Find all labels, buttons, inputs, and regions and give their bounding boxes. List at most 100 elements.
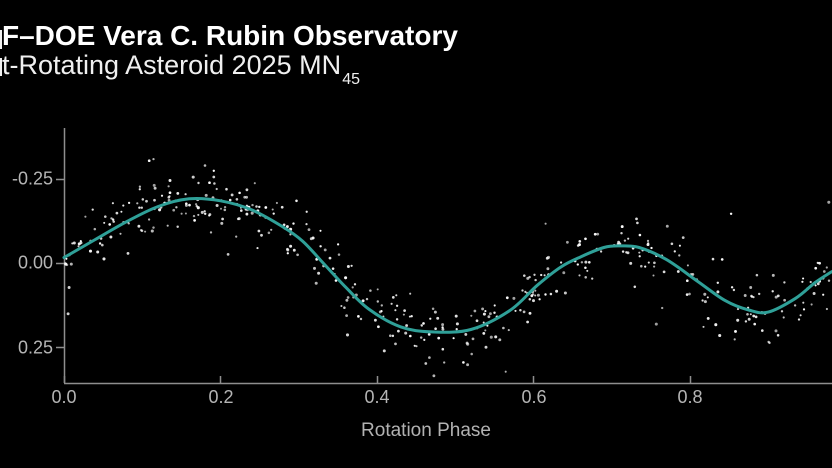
data-point bbox=[783, 298, 786, 302]
data-point bbox=[226, 253, 230, 256]
data-point bbox=[466, 363, 470, 367]
data-point bbox=[213, 182, 216, 185]
data-point bbox=[285, 225, 289, 229]
data-point bbox=[563, 291, 567, 295]
figure-subtitle-text: t-Rotating Asteroid 2025 MN bbox=[2, 50, 342, 80]
data-point bbox=[72, 241, 76, 245]
data-point bbox=[644, 265, 647, 268]
data-point bbox=[192, 214, 196, 218]
data-point bbox=[376, 288, 379, 291]
data-point bbox=[127, 222, 130, 225]
fit-curve-line bbox=[62, 196, 832, 334]
data-point bbox=[120, 210, 123, 213]
data-point bbox=[119, 232, 122, 235]
data-point bbox=[437, 336, 441, 340]
data-point bbox=[153, 186, 157, 190]
data-point bbox=[66, 312, 70, 316]
data-point bbox=[305, 223, 308, 226]
data-point bbox=[431, 307, 435, 311]
data-point bbox=[223, 208, 227, 212]
data-point bbox=[736, 308, 740, 311]
data-point bbox=[108, 223, 112, 226]
data-point bbox=[524, 290, 527, 293]
data-point bbox=[685, 293, 689, 296]
data-point bbox=[109, 235, 113, 239]
data-point bbox=[296, 253, 299, 257]
x-tick-label: 0.6 bbox=[521, 387, 547, 407]
data-point bbox=[144, 230, 147, 233]
data-point bbox=[538, 298, 541, 301]
data-point bbox=[514, 309, 517, 312]
data-point bbox=[752, 314, 756, 318]
data-point bbox=[346, 265, 350, 268]
data-point bbox=[188, 203, 191, 207]
data-point bbox=[523, 274, 526, 277]
figure-title: F–DOE Vera C. Rubin Observatory bbox=[2, 20, 458, 51]
data-point bbox=[251, 203, 254, 207]
data-point bbox=[209, 231, 213, 234]
data-point bbox=[158, 208, 162, 212]
data-point bbox=[415, 345, 418, 348]
data-point bbox=[470, 352, 473, 356]
data-point bbox=[733, 338, 736, 341]
data-point bbox=[686, 264, 689, 267]
data-point bbox=[145, 199, 148, 203]
data-point bbox=[528, 298, 532, 301]
data-point bbox=[441, 323, 445, 327]
data-point bbox=[345, 333, 350, 337]
data-point bbox=[91, 208, 94, 211]
data-point bbox=[305, 210, 308, 213]
data-point bbox=[152, 183, 156, 187]
data-point bbox=[328, 256, 332, 260]
data-point bbox=[397, 329, 400, 333]
data-point bbox=[331, 267, 335, 270]
data-point bbox=[621, 250, 625, 253]
data-point bbox=[197, 213, 200, 216]
data-point bbox=[484, 345, 488, 349]
data-point bbox=[405, 324, 409, 327]
data-point bbox=[422, 322, 425, 325]
data-point bbox=[793, 304, 797, 307]
data-point bbox=[168, 191, 172, 195]
data-point bbox=[635, 217, 638, 221]
data-point bbox=[317, 271, 321, 275]
data-point bbox=[534, 289, 537, 292]
data-point bbox=[455, 322, 459, 326]
data-point bbox=[559, 261, 563, 264]
data-point bbox=[625, 251, 628, 254]
data-point bbox=[197, 181, 200, 185]
data-point bbox=[434, 327, 437, 331]
data-point bbox=[168, 179, 172, 182]
data-point bbox=[361, 299, 365, 303]
data-point bbox=[176, 225, 179, 228]
data-point bbox=[382, 349, 386, 353]
data-point bbox=[253, 182, 256, 185]
data-point bbox=[647, 242, 650, 245]
data-point bbox=[802, 277, 805, 280]
data-point bbox=[662, 270, 666, 274]
data-point bbox=[395, 294, 398, 297]
data-point bbox=[250, 211, 254, 215]
data-point bbox=[562, 271, 566, 275]
data-point bbox=[350, 264, 353, 267]
data-point bbox=[166, 224, 169, 227]
data-point bbox=[424, 362, 428, 365]
data-point bbox=[432, 374, 436, 378]
data-point bbox=[801, 280, 804, 283]
data-point bbox=[377, 325, 380, 329]
data-point bbox=[814, 284, 817, 287]
data-point bbox=[167, 185, 170, 188]
data-point bbox=[138, 188, 141, 191]
data-point bbox=[521, 289, 524, 292]
data-point bbox=[408, 315, 411, 318]
data-point bbox=[620, 225, 624, 229]
data-point bbox=[681, 236, 685, 239]
data-point bbox=[410, 315, 413, 318]
data-point bbox=[390, 302, 393, 305]
data-point bbox=[620, 231, 623, 235]
data-point bbox=[534, 278, 537, 282]
data-point bbox=[754, 315, 758, 319]
data-point bbox=[346, 296, 350, 299]
data-point bbox=[203, 212, 207, 216]
